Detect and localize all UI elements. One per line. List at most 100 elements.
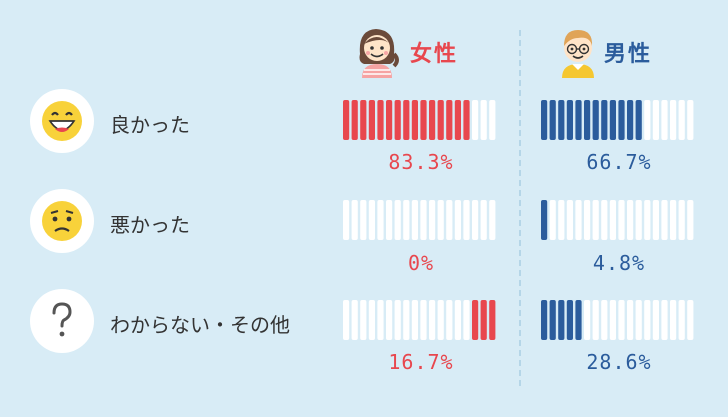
bar-segment-empty [687,100,694,140]
bar-segment-empty [351,200,358,240]
bar-segment-filled [343,100,350,140]
bar-segment-empty [670,200,677,240]
bar-segment-filled [601,100,608,140]
bar-segment-empty [472,100,479,140]
bar-segment-empty [652,200,659,240]
question-mark-icon [52,302,72,337]
bar-segment-empty [592,200,599,240]
bar-segment-empty [627,300,634,340]
male-header: 男性 [604,42,653,67]
row-icon-circle [30,89,94,153]
worried-face-icon [42,201,82,241]
bar-segment-empty [429,200,436,240]
bar-segment-empty [549,200,556,240]
bar-segment-filled [566,100,573,140]
bar-segment-empty [480,200,487,240]
bar-segment-filled [472,300,479,340]
bar-segment-filled [566,300,573,340]
bar-segment-filled [411,100,418,140]
bar-segment-empty [351,300,358,340]
female-header: 女性 [410,42,459,67]
bar-segment-empty [575,200,582,240]
bar-segment-empty [670,100,677,140]
bar-segment-filled [480,300,487,340]
bar-segment-empty [360,200,367,240]
bar-segment-filled [454,100,461,140]
bar-segment-empty [609,300,616,340]
bar-segment-empty [652,300,659,340]
column-divider [519,30,521,386]
bar-segment-empty [386,200,393,240]
bar-segment-empty [368,300,375,340]
bar-segment-filled [446,100,453,140]
bar-segment-empty [454,300,461,340]
bar-segment-empty [360,300,367,340]
bar-segment-empty [558,200,565,240]
bar-segment-empty [403,300,410,340]
bar-segment-empty [463,300,470,340]
bar-segment-empty [618,200,625,240]
bar-segment-empty [670,300,677,340]
bar-segment-filled [394,100,401,140]
bar-segment-filled [541,300,548,340]
bar-segment-empty [678,100,685,140]
bar-segment-empty [601,300,608,340]
bar-segment-empty [618,300,625,340]
bar-segment-filled [609,100,616,140]
bar-segment-empty [635,300,642,340]
bar-female-2 [343,200,496,240]
bar-segment-empty [411,300,418,340]
bar-segment-filled [429,100,436,140]
bar-segment-empty [343,200,350,240]
category-label-good: 良かった [110,113,190,137]
bar-segment-empty [584,200,591,240]
bar-segment-filled [558,100,565,140]
bar-male-3 [541,300,694,340]
bar-segment-empty [609,200,616,240]
percent-label-male-1: 66.7% [586,150,652,174]
smiling-face-icon [42,101,82,141]
bar-segment-empty [377,300,384,340]
percent-label-male-2: 4.8% [592,251,646,275]
bar-segment-filled [618,100,625,140]
percent-label-female-2: 0% [407,251,435,275]
row-icon-circle [30,189,94,253]
category-label-bad: 悪かった [110,213,190,237]
bar-segment-filled [575,300,582,340]
bar-segment-empty [446,200,453,240]
bar-segment-filled [437,100,444,140]
bar-segment-empty [472,200,479,240]
bar-segment-filled [351,100,358,140]
bar-segment-empty [437,200,444,240]
row-icon-circle [30,289,94,353]
percent-label-female-3: 16.7% [388,350,454,374]
bar-segment-filled [420,100,427,140]
bar-segment-empty [678,200,685,240]
percent-label-male-3: 28.6% [586,350,652,374]
bar-segment-filled [463,100,470,140]
bar-segment-filled [549,300,556,340]
bar-segment-empty [446,300,453,340]
bar-segment-filled [541,200,548,240]
bar-male-1 [541,100,694,140]
bar-segment-empty [644,300,651,340]
bar-segment-empty [489,100,496,140]
bar-female-1 [343,100,496,140]
bar-segment-empty [678,300,685,340]
percent-label-female-1: 83.3% [388,150,454,174]
bar-segment-empty [635,200,642,240]
bar-segment-empty [652,100,659,140]
bar-segment-filled [386,100,393,140]
bar-segment-empty [627,200,634,240]
bar-segment-empty [420,300,427,340]
bar-segment-empty [368,200,375,240]
bar-segment-empty [394,200,401,240]
bar-segment-empty [437,300,444,340]
bar-segment-filled [575,100,582,140]
bar-segment-filled [627,100,634,140]
bar-segment-empty [584,300,591,340]
bar-segment-empty [480,100,487,140]
bar-segment-empty [420,200,427,240]
bar-segment-filled [635,100,642,140]
bar-segment-empty [429,300,436,340]
